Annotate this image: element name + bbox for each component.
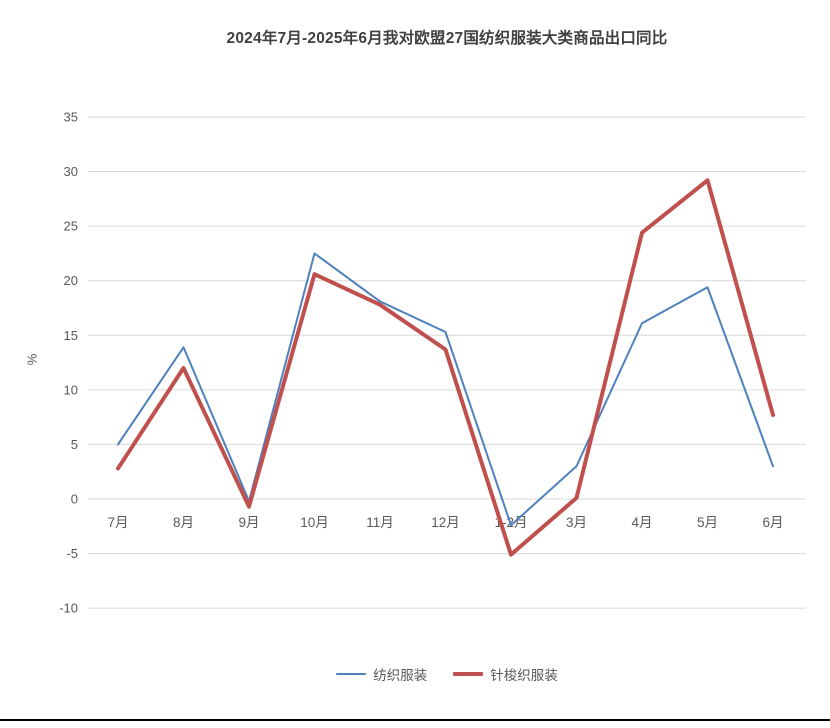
- x-tick-label: 9月: [238, 515, 259, 530]
- chart-legend: 纺织服装 针梭织服装: [88, 663, 806, 685]
- legend-line-swatch-blue: [336, 673, 367, 675]
- y-tick-label: 35: [64, 109, 78, 124]
- legend-line-swatch-red: [453, 672, 484, 676]
- chart-title: 2024年7月-2025年6月我对欧盟27国纺织服装大类商品出口同比: [226, 30, 668, 47]
- y-tick-label: -5: [66, 546, 78, 561]
- legend-item-textile: 纺织服装: [336, 664, 427, 684]
- x-tick-label: 4月: [631, 515, 652, 530]
- x-tick-label: 6月: [762, 515, 783, 530]
- series-line-纺织服装: [117, 252, 774, 527]
- legend-label: 针梭织服装: [490, 668, 558, 683]
- y-axis-title: %: [24, 353, 40, 366]
- x-tick-label: 3月: [566, 515, 587, 530]
- y-tick-label: 20: [64, 273, 78, 288]
- legend-item-knitted-woven: 针梭织服装: [453, 664, 558, 684]
- x-tick-label: 12月: [431, 515, 460, 530]
- x-tick-label: 11月: [366, 515, 394, 530]
- y-tick-label: 30: [64, 164, 78, 179]
- y-tick-label: -10: [59, 601, 78, 616]
- bottom-divider-line: [0, 719, 830, 721]
- y-tick-label: 15: [64, 328, 78, 343]
- y-tick-label: 5: [71, 437, 78, 452]
- legend-label: 纺织服装: [373, 668, 428, 683]
- x-tick-label: 7月: [107, 515, 128, 530]
- x-tick-label: 5月: [697, 515, 718, 530]
- series-line-针梭织服装: [116, 178, 775, 557]
- x-tick-label: 8月: [173, 515, 194, 530]
- y-tick-label: 0: [71, 492, 78, 507]
- y-tick-label: 10: [64, 382, 78, 397]
- y-tick-label: 25: [64, 219, 78, 234]
- x-tick-label: 10月: [300, 515, 329, 530]
